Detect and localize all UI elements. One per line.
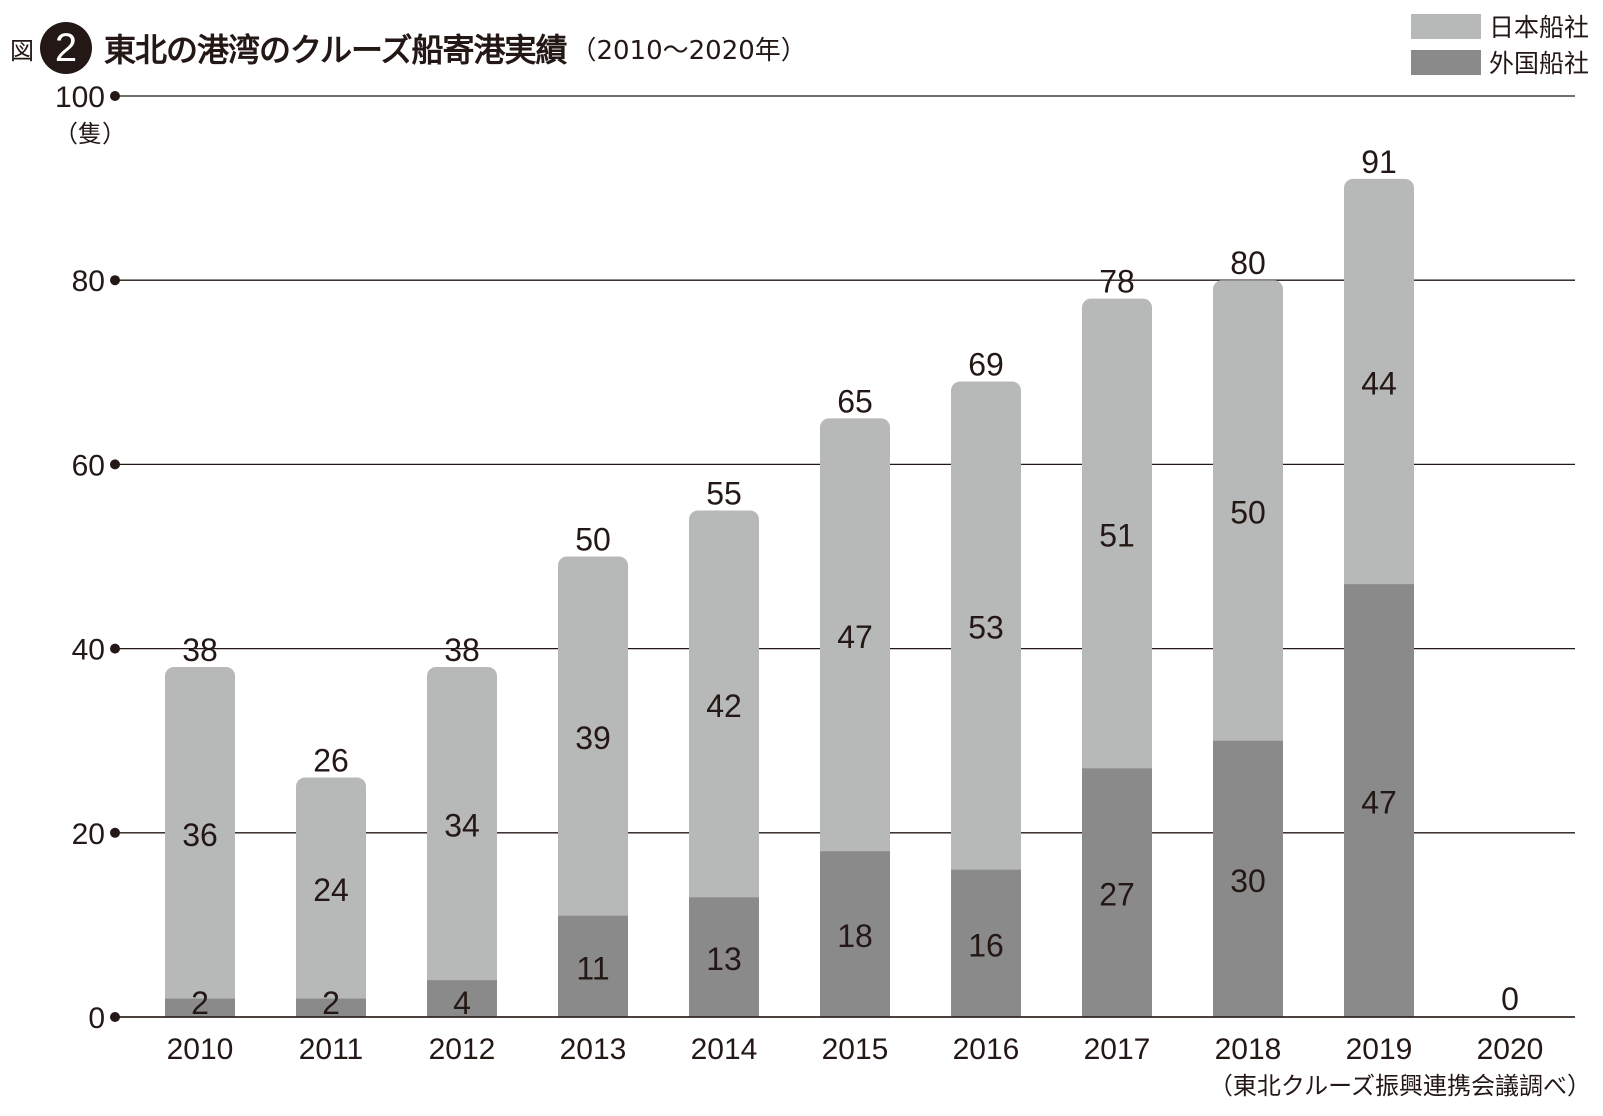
legend-swatch-japanese — [1410, 13, 1481, 39]
value-label-japanese: 44 — [1361, 366, 1397, 402]
total-label: 38 — [444, 632, 480, 668]
x-tick-label: 2015 — [822, 1033, 889, 1066]
total-label: 69 — [968, 347, 1004, 383]
x-tick-label: 2014 — [691, 1033, 758, 1066]
bar-foreign — [1344, 584, 1414, 1017]
legend-swatch-foreign — [1410, 49, 1481, 75]
y-tick-label: 20 — [72, 818, 105, 851]
bar-japanese-body — [296, 786, 366, 1017]
value-label-japanese: 47 — [837, 619, 873, 655]
legend-item-japanese: 日本船社 — [1410, 8, 1589, 44]
value-label-foreign: 11 — [576, 950, 609, 986]
x-tick-label: 2019 — [1346, 1033, 1413, 1066]
x-tick-label: 2020 — [1477, 1033, 1544, 1066]
figure-label: 図 — [10, 36, 34, 65]
x-tick-label: 2012 — [429, 1033, 496, 1066]
bar-foreign — [296, 998, 366, 1017]
value-label-foreign: 30 — [1230, 863, 1266, 899]
bar-foreign — [558, 915, 628, 1017]
value-label-foreign: 2 — [322, 985, 340, 1021]
value-label-foreign: 4 — [453, 985, 471, 1021]
x-tick-label: 2017 — [1084, 1033, 1151, 1066]
x-tick-label: 2018 — [1215, 1033, 1282, 1066]
total-label: 0 — [1501, 981, 1519, 1017]
bar-foreign — [689, 897, 759, 1017]
value-label-foreign: 16 — [968, 927, 1004, 963]
total-label: 78 — [1099, 264, 1135, 300]
y-tick-dot — [110, 827, 120, 838]
chart-title: 東北の港湾のクルーズ船寄港実績 — [104, 31, 567, 69]
total-label: 50 — [575, 522, 611, 558]
y-tick-dot — [110, 91, 120, 101]
value-label-japanese: 51 — [1099, 517, 1135, 553]
source-note: （東北クルーズ振興連携会議調べ） — [1208, 1072, 1591, 1100]
y-tick-label: 80 — [72, 265, 105, 298]
value-label-foreign: 47 — [1361, 785, 1397, 821]
value-label-japanese: 39 — [575, 720, 611, 756]
value-label-japanese: 50 — [1230, 494, 1266, 530]
bar-foreign — [427, 980, 497, 1017]
bar-foreign — [951, 869, 1021, 1017]
bar-japanese-body — [427, 676, 497, 1017]
figure-number-badge: 2 — [40, 22, 92, 74]
y-tick-dot — [110, 275, 120, 286]
legend-label-japanese: 日本船社 — [1488, 13, 1589, 42]
value-label-japanese: 53 — [968, 610, 1004, 646]
bar-foreign — [820, 851, 890, 1017]
total-label: 91 — [1361, 144, 1397, 180]
y-tick-label: 0 — [88, 1002, 105, 1035]
value-label-japanese: 42 — [706, 688, 742, 724]
total-label: 55 — [706, 475, 742, 511]
chart-subtitle: （2010〜2020年） — [570, 35, 807, 66]
value-label-japanese: 34 — [444, 808, 480, 844]
y-tick-dot — [110, 643, 120, 654]
y-axis-unit-label: （隻） — [54, 120, 126, 148]
legend-item-foreign: 外国船社 — [1410, 44, 1589, 80]
bar-foreign — [165, 998, 235, 1017]
value-label-foreign: 2 — [191, 985, 209, 1021]
legend: 日本船社 外国船社 — [1410, 8, 1589, 80]
value-label-foreign: 18 — [837, 918, 873, 954]
x-tick-label: 2011 — [299, 1033, 364, 1066]
value-label-foreign: 27 — [1099, 877, 1135, 913]
x-tick-label: 2013 — [560, 1033, 627, 1066]
legend-label-foreign: 外国船社 — [1488, 49, 1589, 78]
total-label: 65 — [837, 383, 873, 419]
total-label: 38 — [182, 632, 218, 668]
x-tick-label: 2010 — [167, 1033, 234, 1066]
y-tick-label: 100 — [55, 81, 105, 114]
value-label-japanese: 36 — [182, 817, 218, 853]
value-label-japanese: 24 — [313, 872, 349, 908]
chart-title-row: 図 2 東北の港湾のクルーズ船寄港実績 （2010〜2020年） — [10, 18, 807, 78]
y-tick-dot — [110, 459, 120, 470]
total-label: 26 — [313, 743, 349, 779]
bar-foreign — [1082, 768, 1152, 1017]
total-label: 80 — [1230, 245, 1266, 281]
y-tick-label: 60 — [72, 449, 105, 482]
x-tick-label: 2016 — [953, 1033, 1020, 1066]
bar-foreign — [1213, 740, 1283, 1017]
value-label-foreign: 13 — [706, 941, 742, 977]
y-tick-label: 40 — [72, 634, 105, 667]
bar-japanese-body — [165, 676, 235, 1017]
